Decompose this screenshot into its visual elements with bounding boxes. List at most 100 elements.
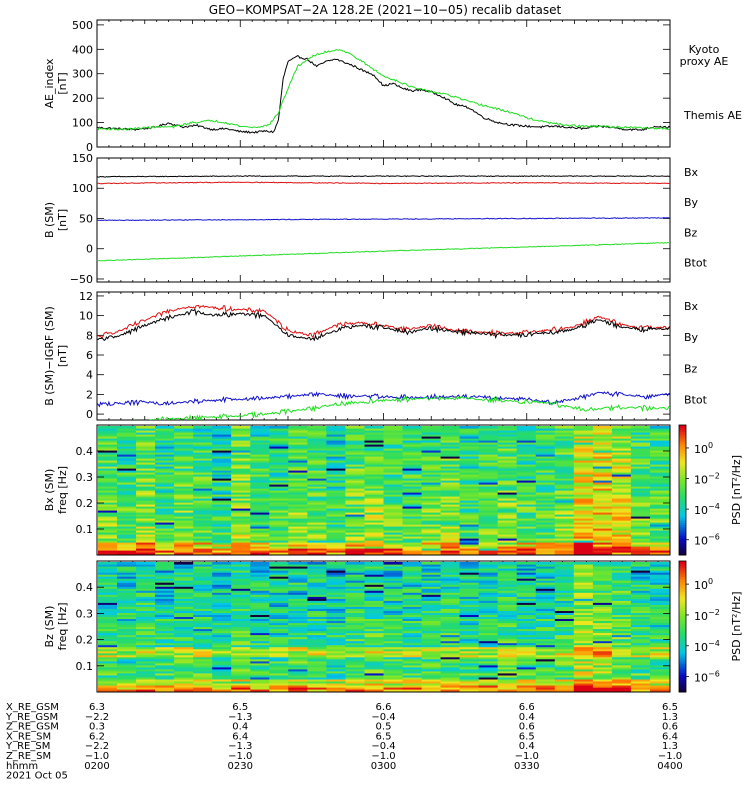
heatmap-cell bbox=[250, 468, 270, 471]
heatmap-cell bbox=[364, 464, 385, 467]
heatmap-cell bbox=[212, 608, 232, 611]
heatmap-cell bbox=[554, 600, 575, 603]
heatmap-cell bbox=[136, 632, 156, 636]
heatmap-cell bbox=[421, 454, 442, 457]
heatmap-cell bbox=[630, 586, 651, 589]
heatmap-cell bbox=[573, 544, 594, 547]
heatmap-cell bbox=[193, 578, 213, 581]
heatmap-cell bbox=[364, 674, 385, 678]
heatmap-cell bbox=[421, 484, 442, 487]
heatmap-cell bbox=[117, 634, 137, 638]
heatmap-cell bbox=[516, 588, 537, 591]
heatmap-cell bbox=[364, 498, 385, 501]
heatmap-cell bbox=[326, 548, 346, 551]
heatmap-cell bbox=[174, 666, 194, 670]
orbit-row-label: Z_RE_SM bbox=[6, 751, 51, 762]
heatmap-cell bbox=[155, 640, 175, 644]
heatmap-cell bbox=[650, 448, 670, 451]
heatmap-cell bbox=[554, 640, 575, 644]
heatmap-cell bbox=[516, 440, 537, 443]
heatmap-cell bbox=[117, 590, 137, 593]
heatmap-cell bbox=[117, 610, 137, 613]
heatmap-cell bbox=[402, 434, 423, 437]
heatmap-cell bbox=[136, 462, 156, 465]
heatmap-cell bbox=[307, 662, 327, 666]
heatmap-cell bbox=[630, 687, 651, 690]
heatmap-cell bbox=[630, 652, 651, 656]
heatmap-cell bbox=[611, 486, 632, 489]
heatmap-cell bbox=[193, 620, 213, 624]
heatmap-cell bbox=[478, 488, 499, 491]
heatmap-cell bbox=[193, 652, 213, 656]
heatmap-cell bbox=[535, 586, 556, 589]
colorbar-step bbox=[679, 591, 686, 595]
heatmap-cell bbox=[478, 596, 499, 599]
heatmap-cell bbox=[269, 492, 289, 495]
heatmap-cell bbox=[231, 494, 251, 497]
heatmap-cell bbox=[288, 532, 308, 535]
heatmap-cell bbox=[174, 438, 194, 441]
heatmap-cell bbox=[288, 488, 308, 491]
heatmap-cell bbox=[288, 474, 308, 477]
heatmap-cell bbox=[174, 658, 194, 662]
heatmap-cell bbox=[421, 472, 442, 475]
heatmap-cell bbox=[554, 486, 575, 489]
heatmap-cell bbox=[155, 474, 175, 477]
heatmap-cell bbox=[440, 456, 461, 459]
heatmap-cell bbox=[478, 640, 499, 644]
heatmap-cell bbox=[611, 668, 632, 672]
heatmap-cell bbox=[421, 530, 442, 533]
heatmap-cell bbox=[231, 498, 251, 501]
heatmap-cell bbox=[364, 436, 385, 439]
heatmap-cell bbox=[98, 426, 118, 429]
heatmap-cell bbox=[307, 594, 327, 597]
heatmap-cell bbox=[117, 552, 137, 555]
heatmap-cell bbox=[231, 564, 251, 567]
heatmap-cell bbox=[611, 616, 632, 619]
heatmap-cell bbox=[98, 682, 118, 686]
heatmap-cell bbox=[383, 678, 404, 682]
heatmap-cell bbox=[307, 552, 327, 555]
heatmap-cell bbox=[573, 434, 594, 437]
heatmap-cell bbox=[497, 630, 518, 634]
heatmap-cell bbox=[364, 438, 385, 441]
heatmap-cell bbox=[212, 582, 232, 585]
heatmap-cell bbox=[193, 689, 213, 692]
heatmap-cell bbox=[535, 650, 556, 654]
heatmap-cell bbox=[421, 474, 442, 477]
heatmap-cell bbox=[174, 514, 194, 517]
heatmap-cell bbox=[193, 464, 213, 467]
heatmap-cell bbox=[402, 452, 423, 455]
heatmap-cell bbox=[193, 548, 213, 551]
heatmap-cell bbox=[573, 426, 594, 429]
heatmap-cell bbox=[174, 432, 194, 435]
heatmap-cell bbox=[307, 546, 327, 549]
heatmap-cell bbox=[440, 520, 461, 523]
heatmap-cell bbox=[611, 500, 632, 503]
heatmap-cell bbox=[402, 588, 423, 591]
heatmap-cell bbox=[554, 626, 575, 630]
heatmap-cell bbox=[174, 464, 194, 467]
heatmap-cell bbox=[269, 582, 289, 585]
heatmap-cell bbox=[288, 604, 308, 607]
heatmap-cell bbox=[573, 518, 594, 521]
colorbar-step bbox=[679, 526, 686, 530]
heatmap-cell bbox=[250, 514, 270, 517]
heatmap-cell bbox=[573, 536, 594, 539]
heatmap-cell bbox=[554, 444, 575, 447]
heatmap-cell bbox=[193, 618, 213, 621]
heatmap-cell bbox=[459, 540, 480, 543]
heatmap-cell bbox=[136, 584, 156, 587]
heatmap-cell bbox=[250, 442, 270, 445]
heatmap-cell bbox=[421, 682, 442, 686]
heatmap-cell bbox=[440, 586, 461, 589]
heatmap-cell bbox=[269, 612, 289, 615]
heatmap-cell bbox=[136, 458, 156, 461]
heatmap-cell bbox=[250, 628, 270, 632]
heatmap-cell bbox=[212, 496, 232, 499]
legend-kyoto-line2: proxy AE bbox=[680, 55, 729, 68]
heatmap-cell bbox=[212, 620, 232, 624]
heatmap-cell bbox=[326, 460, 346, 463]
y-tick-label: 400 bbox=[72, 43, 93, 56]
heatmap-cell bbox=[516, 480, 537, 483]
